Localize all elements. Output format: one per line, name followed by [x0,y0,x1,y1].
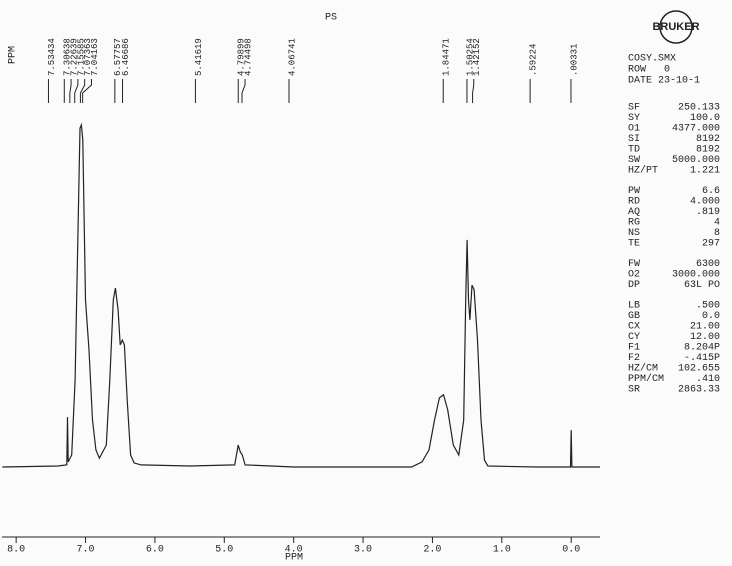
param-value: 5000.000 [672,155,720,166]
peak-leader [472,79,475,103]
peak-leader [69,79,72,103]
param-key: O1 [628,124,640,135]
peak-label: 6.46686 [121,38,131,76]
peak-label: .59224 [528,44,538,76]
param-key: CY [628,332,640,343]
param-value: 2863.33 [678,385,720,396]
param-value: .500 [696,301,720,312]
x-tick-label: 5.0 [215,545,233,556]
header-line: COSY.SMX [628,54,676,65]
x-tick-label: 2.0 [423,545,441,556]
param-value: 4 [714,218,720,229]
x-tick-label: 0.0 [562,545,580,556]
param-key: TE [628,239,640,250]
param-value: 297 [702,239,720,250]
peak-label: 1.50254 [465,38,475,76]
param-key: SW [628,155,640,166]
peak-label: 4.06741 [287,38,297,76]
param-key: SF [628,103,640,114]
param-value: 3000.000 [672,270,720,281]
param-key: FW [628,259,640,270]
param-key: TD [628,145,640,156]
param-value: 4.000 [690,197,720,208]
peak-label: 4.74498 [243,38,253,76]
param-value: 21.00 [690,322,720,333]
header-line: ROW 0 [628,65,670,76]
param-value: 4377.000 [672,124,720,135]
peak-label: 6.57757 [113,38,123,76]
annotation-unit: PPM [8,46,19,64]
peak-label: .00331 [569,44,579,76]
param-key: SY [628,113,640,124]
param-key: PW [628,186,640,197]
param-value: 8192 [696,145,720,156]
logo: BRUKER [652,10,700,44]
peak-label: 7.30638 [63,38,73,76]
param-value: .410 [696,374,720,385]
param-value: 6300 [696,259,720,270]
x-tick-label: 7.0 [77,545,95,556]
param-value: 12.00 [690,332,720,343]
peak-leader [241,79,246,103]
peak-leader [74,79,79,103]
peak-label: 1.84471 [442,38,452,76]
param-key: LB [628,301,640,312]
peak-label: 7.07363 [83,38,93,76]
x-tick-label: 4.0 [285,545,303,556]
param-value: 0.0 [702,311,720,322]
param-value: 1.221 [690,166,720,177]
param-key: HZ/CM [628,363,658,375]
param-key: AQ [628,207,640,218]
x-tick-label: 1.0 [493,545,511,556]
param-value: 250.133 [678,103,720,114]
x-tick-label: 8.0 [7,545,25,556]
param-value: 63L PO [684,280,720,291]
peak-label: 5.41619 [194,38,204,76]
peak-label: 1.42152 [472,38,482,76]
param-key: RD [628,197,640,208]
param-key: F2 [628,353,640,364]
param-key: GB [628,311,640,322]
peak-label: 7.22639 [69,38,79,76]
logo-text: BRUKER [652,21,699,33]
x-tick-label: 6.0 [146,545,164,556]
peak-label: 7.15585 [76,38,86,76]
param-value: 100.0 [690,113,720,124]
spectrum [2,122,600,468]
param-key: RG [628,218,640,229]
x-tick-label: 3.0 [354,545,372,556]
param-value: 102.655 [678,364,720,375]
param-key: O2 [628,270,640,281]
param-key: NS [628,228,640,239]
param-key: F1 [628,343,640,354]
param-key: CX [628,322,640,333]
chart-title: PS [325,13,337,24]
logo-ring [659,10,693,44]
param-value: .819 [696,207,720,218]
x-axis-label: PPM [285,553,303,564]
header-line: DATE 23-10-1 [628,76,700,87]
param-key: SR [628,385,640,396]
param-value: 8.204P [684,343,720,354]
param-key: HZ/PT [628,165,658,177]
param-value: -.415P [684,353,720,364]
param-value: 6.6 [702,186,720,197]
peak-label: 7.53434 [47,38,57,76]
peak-label: 4.79899 [237,38,247,76]
peak-leader [79,79,86,103]
peak-leader [82,79,92,103]
param-key: PPM/CM [628,373,664,385]
param-key: DP [628,280,640,291]
param-value: 8 [714,228,720,239]
param-value: 8192 [696,134,720,145]
param-key: SI [628,134,640,145]
peak-label: 7.04163 [90,38,100,76]
